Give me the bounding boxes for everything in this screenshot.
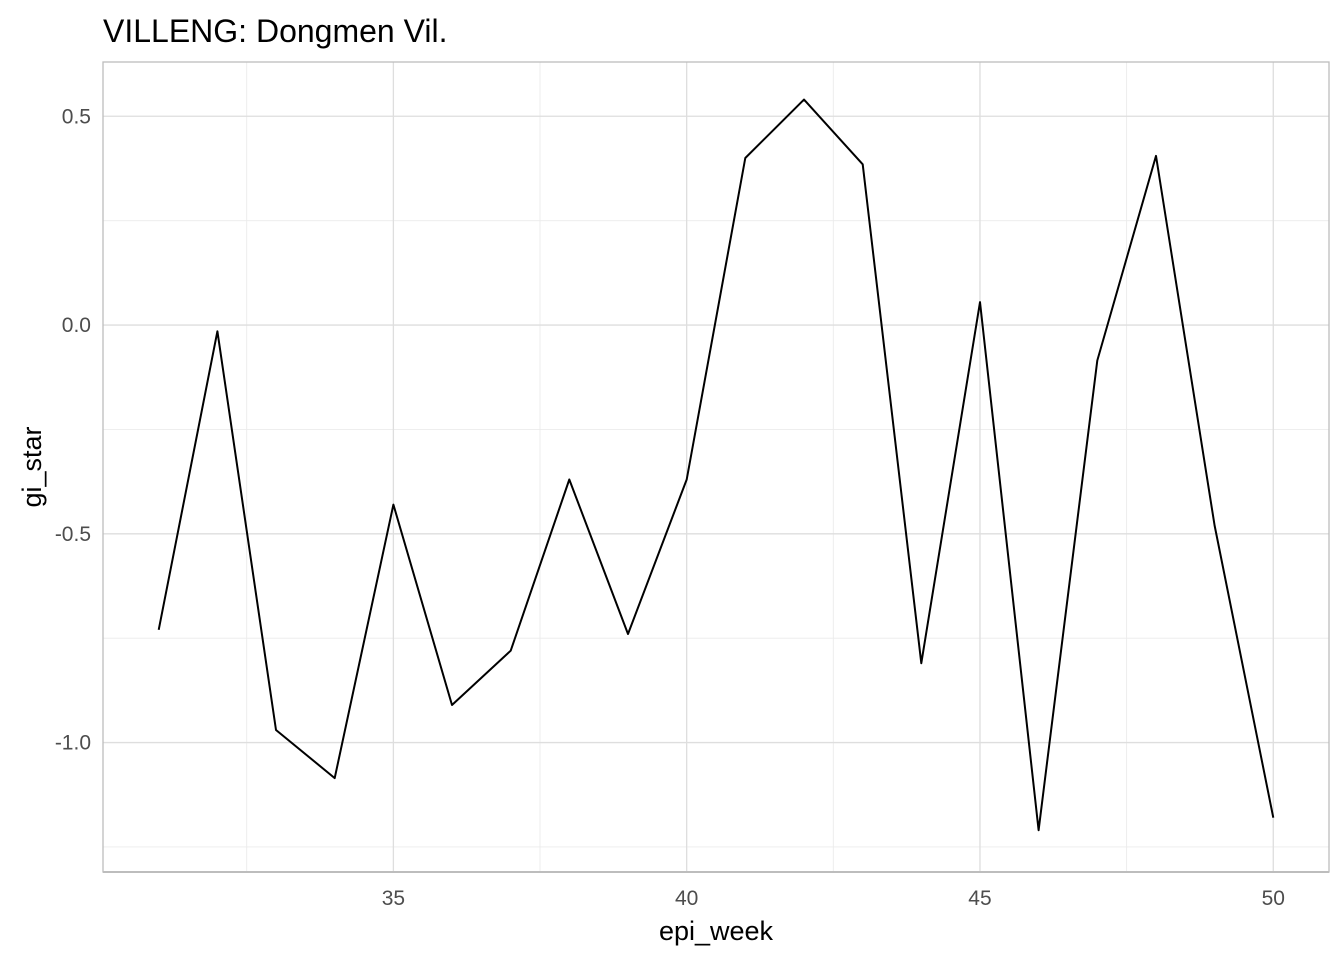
series-layer <box>157 98 1275 832</box>
x-tick-label: 35 <box>382 887 405 910</box>
y-tick-label: 0.5 <box>62 105 91 128</box>
series-line <box>157 98 1275 832</box>
x-tick-label: 50 <box>1262 887 1285 910</box>
y-axis-title: gi_star <box>17 426 47 507</box>
x-axis-title: epi_week <box>659 916 774 946</box>
minor-gridlines <box>103 62 1329 872</box>
x-tick-label: 45 <box>968 887 991 910</box>
y-tick-label: 0.0 <box>62 314 91 337</box>
y-tick-labels: 0.5 0.0 -0.5 -1.0 <box>55 105 91 754</box>
chart-title: VILLENG: Dongmen Vil. <box>103 13 447 49</box>
y-tick-label: -1.0 <box>55 732 91 755</box>
x-tick-label: 40 <box>675 887 698 910</box>
y-tick-label: -0.5 <box>55 523 91 546</box>
x-tick-labels: 35 40 45 50 <box>382 887 1285 910</box>
major-gridlines <box>103 62 1329 872</box>
plot-panel-border <box>102 61 1330 873</box>
